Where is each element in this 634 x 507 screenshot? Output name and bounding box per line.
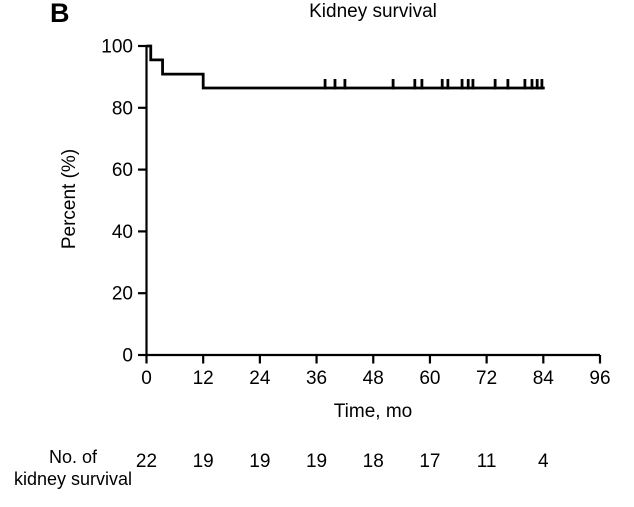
survival-curve — [146, 44, 545, 90]
at-risk-count: 11 — [477, 451, 497, 472]
x-tick-label: 60 — [419, 368, 440, 389]
chart-title: Kidney survival — [309, 1, 437, 22]
at-risk-count: 4 — [538, 451, 549, 472]
at-risk-label: No. of kidney survival — [0, 446, 146, 490]
x-tick-label: 36 — [306, 368, 327, 389]
at-risk-count: 19 — [249, 451, 270, 472]
x-tick-label: 0 — [141, 368, 152, 389]
at-risk-count: 22 — [136, 451, 157, 472]
panel-label: B — [50, 0, 70, 28]
at-risk-label-line1: No. of — [48, 447, 98, 467]
x-tick-label: 72 — [476, 368, 497, 389]
x-tick-label: 24 — [249, 368, 271, 389]
x-axis-label: Time, mo — [333, 401, 413, 422]
x-tick-label: 48 — [363, 368, 384, 389]
x-tick-label: 96 — [589, 368, 610, 389]
y-tick-label: 40 — [112, 222, 133, 243]
y-tick-label: 80 — [112, 98, 133, 119]
at-risk-count: 18 — [363, 451, 384, 472]
at-risk-label-line2: kidney survival — [13, 469, 133, 489]
x-tick-label: 84 — [533, 368, 555, 389]
at-risk-count: 19 — [193, 451, 214, 472]
y-tick-label: 20 — [112, 284, 133, 305]
at-risk-count: 17 — [419, 451, 440, 472]
x-tick-label: 12 — [193, 368, 214, 389]
y-tick-label: 60 — [112, 160, 133, 181]
y-tick-label: 100 — [101, 37, 133, 58]
y-tick-label: 0 — [122, 346, 133, 367]
at-risk-count: 19 — [306, 451, 327, 472]
